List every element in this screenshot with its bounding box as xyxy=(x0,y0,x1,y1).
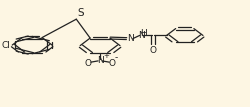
Text: O: O xyxy=(150,46,157,55)
Text: O: O xyxy=(108,59,115,68)
Text: H: H xyxy=(140,29,147,38)
Text: -: - xyxy=(115,53,118,62)
Text: +: + xyxy=(103,53,109,59)
Text: N: N xyxy=(97,56,103,65)
Text: Cl: Cl xyxy=(2,41,10,50)
Text: S: S xyxy=(77,8,84,18)
Text: N: N xyxy=(128,34,134,43)
Text: O: O xyxy=(85,59,92,68)
Text: N: N xyxy=(138,31,144,40)
